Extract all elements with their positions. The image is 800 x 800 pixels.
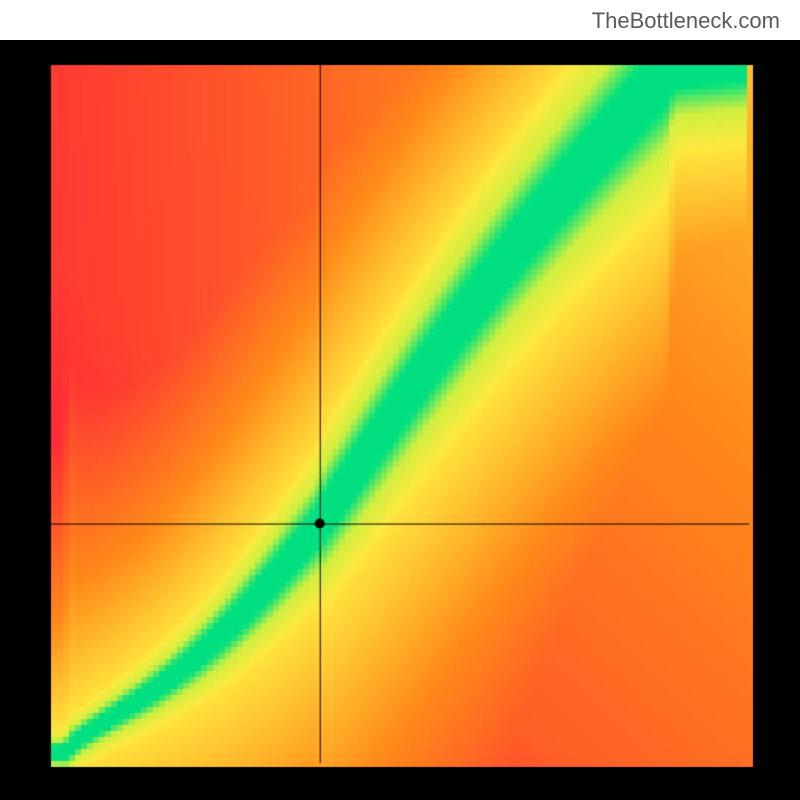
chart-container: TheBottleneck.com bbox=[0, 0, 800, 800]
attribution-text: TheBottleneck.com bbox=[592, 8, 780, 34]
chart-area bbox=[0, 40, 800, 800]
heatmap-canvas bbox=[0, 40, 800, 800]
